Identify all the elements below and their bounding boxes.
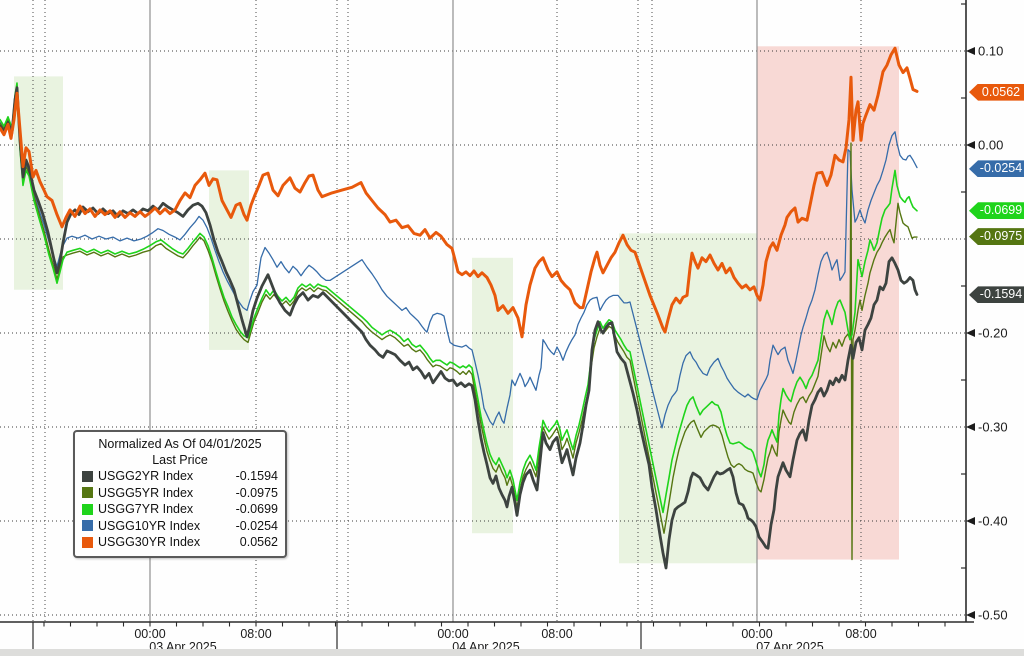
y-tick-arrow-icon xyxy=(966,517,975,525)
legend-item-usgg30yr: USGG30YR Index 0.0562 xyxy=(82,534,278,551)
y-axis-tick-label: 0.10 xyxy=(978,43,1004,59)
series-line-usgg5yr xyxy=(0,84,918,561)
legend-series-value: -0.0975 xyxy=(235,485,278,500)
highlight-region-green xyxy=(472,257,513,534)
legend-series-value: 0.0562 xyxy=(239,535,278,549)
series-swatch-icon xyxy=(82,487,93,499)
y-tick-arrow-icon xyxy=(966,47,975,55)
y-axis-tick-label: -0.40 xyxy=(978,513,1008,529)
legend-title: Normalized As Of 04/01/2025 xyxy=(98,437,262,451)
series-line-usgg7yr xyxy=(0,82,918,514)
legend-series-value: -0.0699 xyxy=(235,502,278,516)
last-price-badge-usgg7yr: -0.0699 xyxy=(969,202,1024,220)
legend-series-name: USGG7YR Index xyxy=(98,502,194,516)
y-axis-tick-label: -0.30 xyxy=(978,419,1008,435)
legend-item-usgg7yr: USGG7YR Index -0.0699 xyxy=(82,501,278,518)
last-price-badge-usgg2yr: -0.1594 xyxy=(969,286,1024,304)
legend-item-usgg2yr: USGG2YR Index -0.1594 xyxy=(82,468,278,485)
highlight-region-green xyxy=(14,76,63,290)
series-line-usgg2yr xyxy=(0,86,919,570)
y-axis-tick-label: -0.50 xyxy=(978,607,1008,623)
series-line-usgg30yr xyxy=(0,46,919,339)
x-axis-time-label: 00:00 xyxy=(741,627,773,641)
series-swatch-icon xyxy=(82,536,93,548)
x-axis-time-label: 00:00 xyxy=(437,627,469,641)
legend-series-value: -0.0254 xyxy=(235,518,278,533)
series-swatch-icon xyxy=(82,470,93,482)
x-axis-time-label: 08:00 xyxy=(845,627,877,641)
y-tick-arrow-icon xyxy=(966,611,975,619)
x-axis-time-label: 08:00 xyxy=(240,627,272,641)
y-tick-arrow-icon xyxy=(966,423,975,431)
last-price-badge-usgg5yr: -0.0975 xyxy=(969,228,1024,246)
chart-legend: Normalized As Of 04/01/2025 Last Price U… xyxy=(73,430,287,558)
last-price-badge-usgg10yr: -0.0254 xyxy=(969,160,1024,178)
series-swatch-icon xyxy=(82,520,93,532)
y-axis-tick-label: 0.00 xyxy=(978,137,1004,153)
legend-item-usgg10yr: USGG10YR Index -0.0254 xyxy=(82,518,278,535)
legend-subtitle: Last Price xyxy=(152,453,208,467)
legend-series-name: USGG10YR Index xyxy=(98,518,201,533)
cropped-footer-strip xyxy=(0,649,1024,656)
legend-series-value: -0.1594 xyxy=(235,469,278,483)
legend-item-usgg5yr: USGG5YR Index -0.0975 xyxy=(82,485,278,502)
legend-series-name: USGG2YR Index xyxy=(98,469,194,483)
last-price-badge-usgg30yr: 0.0562 xyxy=(969,83,1024,101)
x-axis-time-label: 00:00 xyxy=(134,627,166,641)
y-tick-arrow-icon xyxy=(966,329,975,337)
series-swatch-icon xyxy=(82,503,93,515)
y-axis-tick-label: -0.20 xyxy=(978,325,1008,341)
legend-series-name: USGG30YR Index xyxy=(98,535,201,549)
y-tick-arrow-icon xyxy=(966,141,975,149)
x-axis-time-label: 08:00 xyxy=(541,627,573,641)
legend-series-name: USGG5YR Index xyxy=(98,485,194,500)
series-line-usgg10yr xyxy=(0,88,918,429)
